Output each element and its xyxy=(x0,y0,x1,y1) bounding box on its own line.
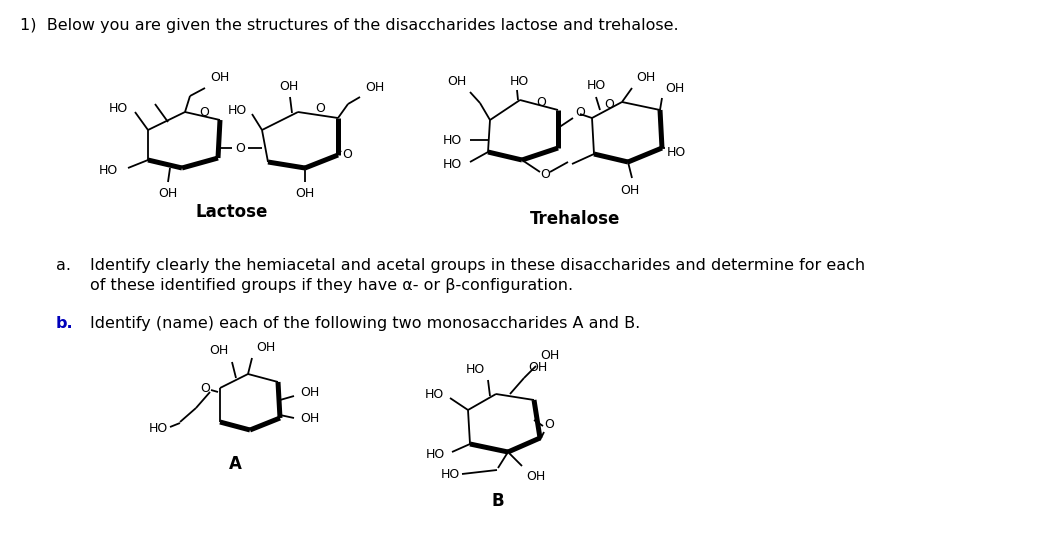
Text: of these identified groups if they have α- or β-configuration.: of these identified groups if they have … xyxy=(90,278,573,293)
Text: HO: HO xyxy=(426,447,445,460)
Text: OH: OH xyxy=(158,187,178,200)
Text: OH: OH xyxy=(209,344,228,357)
Text: HO: HO xyxy=(425,389,444,402)
Text: Identify clearly the hemiacetal and acetal groups in these disaccharides and det: Identify clearly the hemiacetal and acet… xyxy=(90,258,865,273)
Text: OH: OH xyxy=(636,71,655,84)
Text: OH: OH xyxy=(365,81,384,94)
Text: O: O xyxy=(315,102,325,115)
Text: OH: OH xyxy=(528,361,547,374)
Text: HO: HO xyxy=(443,134,462,147)
Text: OH: OH xyxy=(300,386,319,399)
Text: HO: HO xyxy=(443,158,462,171)
Text: A: A xyxy=(229,455,242,473)
Text: HO: HO xyxy=(99,163,118,176)
Text: OH: OH xyxy=(210,71,229,84)
Text: 1)  Below you are given the structures of the disaccharides lactose and trehalos: 1) Below you are given the structures of… xyxy=(20,18,678,33)
Text: HO: HO xyxy=(148,421,167,434)
Text: O: O xyxy=(536,95,546,108)
Text: OH: OH xyxy=(620,184,639,197)
Text: OH: OH xyxy=(300,411,319,425)
Text: O: O xyxy=(342,149,352,162)
Text: OH: OH xyxy=(257,341,276,354)
Text: OH: OH xyxy=(296,187,315,200)
Text: HO: HO xyxy=(667,146,686,158)
Text: HO: HO xyxy=(228,103,247,116)
Text: O: O xyxy=(575,106,585,119)
Text: O: O xyxy=(235,142,245,155)
Text: Trehalose: Trehalose xyxy=(530,210,620,228)
Text: OH: OH xyxy=(526,470,545,483)
Text: O: O xyxy=(200,382,210,395)
Text: O: O xyxy=(199,106,209,119)
Text: OH: OH xyxy=(446,75,466,88)
Text: a.: a. xyxy=(56,258,71,273)
Text: b.: b. xyxy=(56,316,73,331)
Text: B: B xyxy=(492,492,505,510)
Text: Lactose: Lactose xyxy=(196,203,268,221)
Text: HO: HO xyxy=(109,101,128,114)
Text: OH: OH xyxy=(540,349,560,362)
Text: HO: HO xyxy=(441,467,460,480)
Text: HO: HO xyxy=(465,363,485,376)
Text: OH: OH xyxy=(665,82,685,95)
Text: OH: OH xyxy=(280,80,299,93)
Text: HO: HO xyxy=(586,79,605,92)
Text: Identify (name) each of the following two monosaccharides A and B.: Identify (name) each of the following tw… xyxy=(90,316,640,331)
Text: O: O xyxy=(544,418,554,432)
Text: HO: HO xyxy=(510,75,529,88)
Text: O: O xyxy=(604,98,614,110)
Text: O: O xyxy=(540,169,550,182)
